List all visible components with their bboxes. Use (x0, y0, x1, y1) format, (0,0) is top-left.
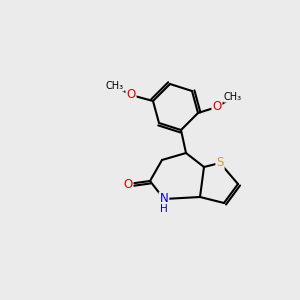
Text: N: N (160, 193, 168, 206)
Text: O: O (123, 178, 133, 190)
Text: CH₃: CH₃ (224, 92, 242, 102)
Text: H: H (160, 204, 168, 214)
Text: S: S (216, 157, 224, 169)
Text: CH₃: CH₃ (106, 81, 124, 91)
Text: O: O (212, 100, 222, 113)
Text: O: O (126, 88, 136, 101)
